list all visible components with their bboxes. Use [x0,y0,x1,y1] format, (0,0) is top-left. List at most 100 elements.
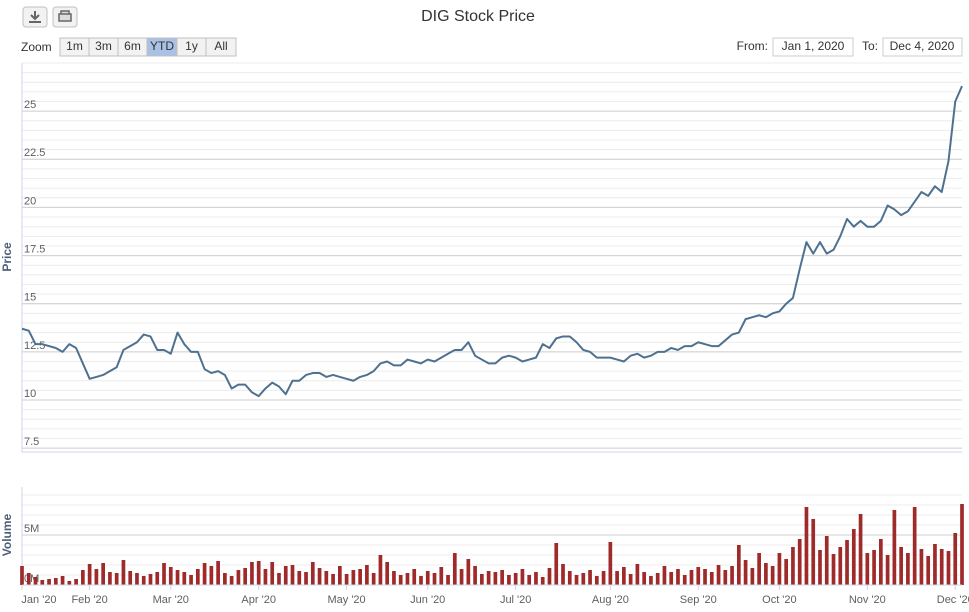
volume-bar [946,551,951,585]
volume-bar [263,569,268,585]
volume-bar [216,561,220,585]
volume-bar [128,571,133,585]
volume-bar [365,565,369,585]
volume-bar [277,573,281,585]
y-tick-label: 12.5 [24,340,45,352]
volume-bar [865,553,870,585]
volume-bar [189,575,193,585]
volume-bar [148,574,153,585]
volume-bar [53,578,58,585]
volume-bar [811,519,816,585]
volume-bar [40,580,45,585]
zoom-button-label[interactable]: 6m [124,39,141,53]
to-input[interactable] [882,37,963,57]
volume-bar [310,562,315,585]
volume-bar [736,545,741,585]
y-tick-label: 20 [24,195,36,207]
download-icon [29,11,41,23]
volume-bar [202,563,207,585]
zoom-button-label[interactable]: YTD [150,39,174,53]
volume-bar [108,572,112,585]
x-tick-label: Apr '20 [241,594,276,606]
volume-bar [635,564,640,585]
volume-bar [385,562,390,585]
volume-bar [283,566,288,585]
volume-bar [730,566,734,585]
zoom-button-label[interactable]: 3m [95,39,112,53]
volume-bar [696,567,701,585]
x-tick-label: May '20 [328,594,366,606]
volume-bar [879,539,883,585]
x-tick-label: Jul '20 [500,594,531,606]
volume-bar [94,569,99,585]
volume-bar [425,571,430,585]
volume-bar [885,555,890,585]
from-value[interactable]: Jan 1, 2020 [782,39,845,53]
volume-bar [594,576,599,585]
volume-bar [649,576,653,585]
volume-bar [716,565,721,585]
x-tick-label: Mar '20 [153,594,189,606]
chart-title: DIG Stock Price [421,8,535,25]
volume-bar [933,544,937,585]
volume-bar [405,573,410,585]
volume-bar [162,563,166,585]
zoom-button-label[interactable]: 1y [185,39,198,53]
export-buttons[interactable] [22,6,78,28]
volume-bar [919,549,924,585]
volume-bar [912,507,917,585]
x-tick-label: Jan '20 [21,594,56,606]
volume-bar [452,553,457,585]
volume-bar [574,575,579,585]
volume-bar [953,533,958,585]
volume-bar [500,570,504,585]
volume-bar [858,514,863,585]
x-tick-label: Dec '20 [937,594,969,606]
y-axis-title: Price [0,242,14,272]
volume-bar [26,573,31,585]
volume-bar [250,562,254,585]
volume-bar [642,572,647,585]
zoom-button-label[interactable]: All [214,39,227,53]
volume-bar [540,577,545,585]
volume-bar [446,575,450,585]
y-axis-title: Volume [0,513,14,556]
volume-bar [74,579,78,585]
volume-bar [182,572,187,585]
volume-bar [371,573,376,585]
to-value[interactable]: Dec 4, 2020 [890,39,955,53]
volume-bar [791,547,795,585]
x-tick-label: Sep '20 [680,594,717,606]
volume-bar [824,536,829,585]
y-tick-label: 5M [24,523,39,535]
volume-bar [507,575,511,585]
volume-bar [256,561,261,585]
zoom-button-label[interactable]: 1m [66,39,83,53]
volume-bar [141,576,146,585]
volume-bar [87,564,92,585]
volume-bar [770,566,775,585]
zoom-label: Zoom [21,40,52,54]
volume-bar [784,559,789,585]
volume-bar [872,550,876,585]
volume-bar [960,504,964,585]
volume-bar [547,568,552,585]
x-tick-label: Feb '20 [71,594,107,606]
volume-bar [168,567,173,585]
volume-bar [33,577,38,585]
volume-bar [473,566,477,585]
volume-bar [344,574,349,585]
volume-bar [567,571,572,585]
volume-bar [114,573,119,585]
y-tick-label: 10 [24,388,36,400]
volume-bar [669,572,674,585]
volume-bar [709,572,714,585]
volume-bar [662,566,667,585]
volume-bar [135,573,139,585]
zoom-button[interactable] [205,37,237,57]
volume-bar [743,560,748,585]
volume-bar [47,579,51,585]
volume-bar [297,571,302,585]
y-tick-label: 7.5 [24,436,39,448]
from-input[interactable] [772,37,854,57]
